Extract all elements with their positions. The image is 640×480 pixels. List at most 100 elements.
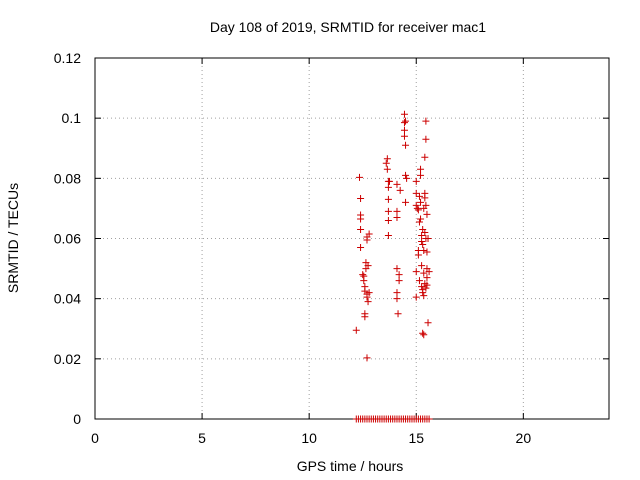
data-point bbox=[415, 277, 423, 285]
data-point bbox=[396, 186, 404, 194]
data-point bbox=[393, 295, 401, 303]
data-point bbox=[361, 313, 369, 321]
data-point bbox=[422, 284, 430, 292]
data-point bbox=[422, 117, 430, 125]
data-point bbox=[420, 292, 428, 300]
y-tick-label: 0 bbox=[73, 411, 81, 427]
data-point bbox=[412, 189, 420, 197]
data-point bbox=[418, 238, 426, 246]
data-point bbox=[413, 204, 421, 212]
data-point bbox=[400, 126, 408, 134]
data-point bbox=[394, 310, 402, 318]
data-point bbox=[363, 354, 371, 362]
data-point bbox=[402, 141, 410, 149]
data-point bbox=[359, 271, 367, 279]
data-point bbox=[364, 262, 372, 270]
data-point bbox=[415, 192, 423, 200]
data-point bbox=[414, 251, 422, 259]
y-tick-label: 0.06 bbox=[54, 231, 81, 247]
data-point bbox=[424, 319, 432, 327]
data-point bbox=[365, 289, 373, 297]
data-point bbox=[393, 213, 401, 221]
data-point bbox=[393, 289, 401, 297]
data-point bbox=[400, 119, 408, 127]
data-point bbox=[412, 201, 420, 209]
data-point bbox=[423, 248, 431, 256]
data-point bbox=[384, 195, 392, 203]
data-point bbox=[402, 117, 410, 125]
grid-lines bbox=[95, 58, 609, 419]
y-tick-label: 0.12 bbox=[54, 50, 81, 66]
y-tick-label: 0.04 bbox=[54, 291, 81, 307]
data-point bbox=[384, 207, 392, 215]
data-point bbox=[418, 262, 426, 270]
data-point bbox=[415, 218, 423, 226]
data-point bbox=[421, 194, 429, 202]
data-point bbox=[364, 298, 372, 306]
data-point bbox=[418, 231, 426, 239]
x-axis-label: GPS time / hours bbox=[297, 458, 404, 474]
data-point bbox=[402, 198, 410, 206]
data-point bbox=[383, 155, 391, 163]
data-point bbox=[384, 183, 392, 191]
data-point bbox=[352, 326, 360, 334]
data-point bbox=[382, 159, 390, 167]
data-point bbox=[365, 230, 373, 238]
data-point bbox=[420, 269, 428, 277]
x-tick-label: 10 bbox=[301, 430, 317, 446]
data-point bbox=[384, 231, 392, 239]
data-point bbox=[385, 177, 393, 185]
data-point bbox=[417, 198, 425, 206]
y-axis-label: SRMTID / TECUs bbox=[5, 183, 21, 293]
data-point bbox=[357, 215, 365, 223]
data-point bbox=[417, 171, 425, 179]
data-point bbox=[422, 135, 430, 143]
y-axis-ticks: 0 0.02 0.04 0.06 0.08 0.1 0.12 bbox=[54, 50, 609, 427]
chart-title: Day 108 of 2019, SRMTID for receiver mac… bbox=[210, 19, 486, 35]
data-point bbox=[403, 174, 411, 182]
data-point bbox=[395, 277, 403, 285]
data-point bbox=[400, 132, 408, 140]
x-tick-label: 20 bbox=[516, 430, 532, 446]
data-point bbox=[422, 201, 430, 209]
x-tick-label: 15 bbox=[408, 430, 424, 446]
data-point bbox=[421, 153, 429, 161]
data-point bbox=[412, 293, 420, 301]
data-points bbox=[352, 110, 433, 423]
data-point bbox=[357, 225, 365, 233]
data-point bbox=[425, 415, 433, 423]
y-tick-label: 0.1 bbox=[62, 110, 82, 126]
data-point bbox=[357, 244, 365, 252]
data-point bbox=[419, 329, 427, 337]
data-point bbox=[383, 165, 391, 173]
x-tick-label: 0 bbox=[91, 430, 99, 446]
data-point bbox=[423, 210, 431, 218]
data-point bbox=[355, 173, 363, 181]
data-point bbox=[357, 194, 365, 202]
data-point bbox=[395, 271, 403, 279]
y-tick-label: 0.08 bbox=[54, 170, 81, 186]
data-point bbox=[424, 235, 432, 242]
data-point bbox=[423, 281, 431, 289]
data-point bbox=[360, 277, 368, 285]
data-point bbox=[423, 274, 431, 282]
data-point bbox=[393, 207, 401, 215]
data-point bbox=[412, 177, 420, 185]
x-tick-label: 5 bbox=[198, 430, 206, 446]
data-point bbox=[418, 283, 426, 291]
data-point bbox=[425, 268, 433, 276]
data-point bbox=[363, 236, 371, 244]
data-point bbox=[419, 241, 427, 249]
data-point bbox=[400, 110, 408, 118]
data-point bbox=[420, 331, 428, 339]
y-tick-label: 0.02 bbox=[54, 351, 81, 367]
data-point bbox=[412, 268, 420, 276]
data-point bbox=[393, 265, 401, 273]
data-point bbox=[384, 216, 392, 224]
data-point bbox=[421, 228, 429, 236]
data-point bbox=[417, 215, 425, 223]
data-point bbox=[417, 165, 425, 173]
data-point bbox=[419, 289, 427, 297]
data-point bbox=[402, 171, 410, 179]
